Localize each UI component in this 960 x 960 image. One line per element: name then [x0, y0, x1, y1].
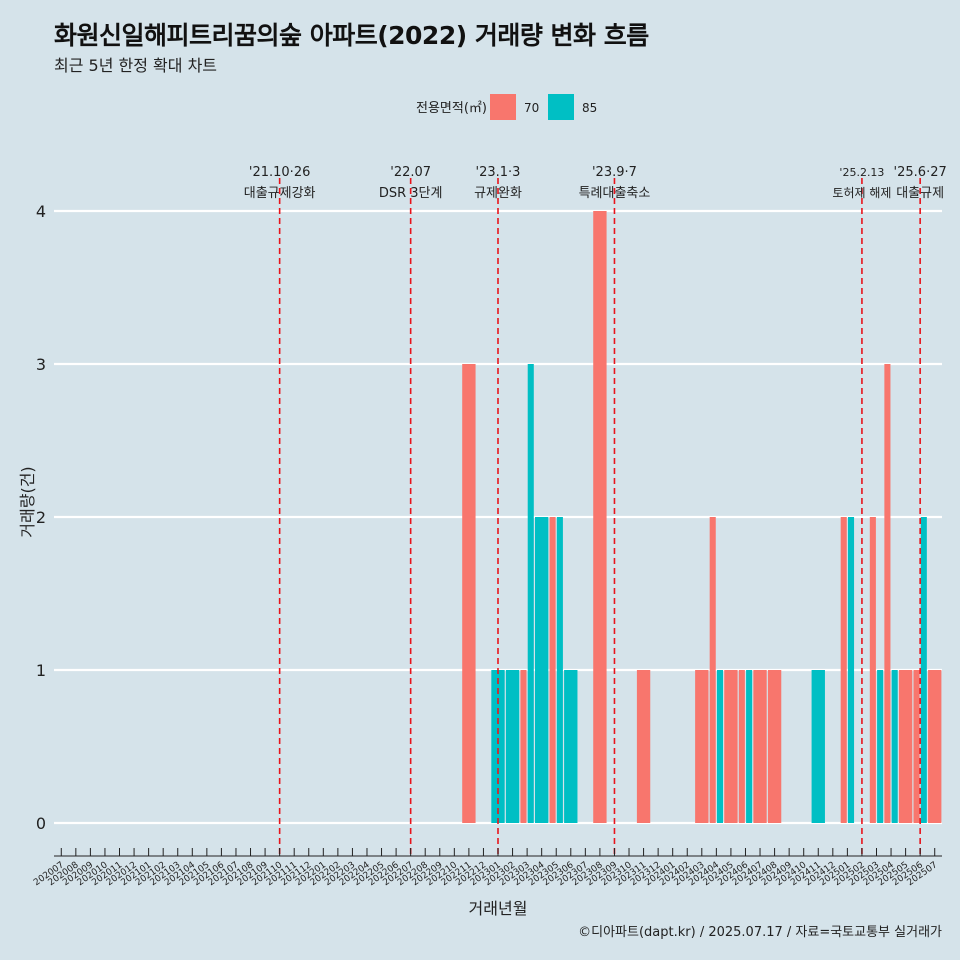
y-tick-label-0: 0 — [36, 814, 46, 833]
event-date-202309: '23.9·7 — [592, 165, 637, 180]
y-tick-label-3: 3 — [36, 355, 46, 374]
event-label-202110: 대출규제강화 — [244, 186, 316, 201]
bar-202406-70 — [738, 670, 745, 823]
bar-202303-85 — [527, 364, 534, 823]
bar-202506-70 — [913, 670, 920, 823]
bar-202305-85 — [556, 517, 563, 823]
event-label-202207: DSR 3단계 — [379, 186, 443, 201]
bar-202308-70 — [593, 211, 607, 823]
legend-swatch-85 — [548, 94, 574, 120]
bar-202504-70 — [884, 364, 891, 823]
bar-202504-85 — [891, 670, 898, 823]
legend-swatch-70 — [490, 94, 516, 120]
event-label-202309: 특례대출축소 — [579, 186, 651, 201]
y-tick-label-1: 1 — [36, 661, 46, 680]
legend: 전용면적(㎡) 70 85 — [416, 94, 597, 120]
bar-202301-85 — [491, 670, 505, 823]
legend-title: 전용면적(㎡) — [416, 101, 487, 116]
event-date-202110: '21.10·26 — [249, 165, 310, 180]
y-tick-label-2: 2 — [36, 508, 46, 527]
event-date-202506: '25.6·27 — [894, 165, 947, 180]
bars — [462, 211, 942, 823]
bar-202404-70 — [709, 517, 716, 823]
legend-label-70: 70 — [524, 101, 539, 115]
y-axis: 0 1 2 3 4 — [36, 202, 46, 833]
event-lines: '21.10·26 대출규제강화 '22.07 DSR 3단계 '23.1·3 규제완화 '… — [244, 165, 947, 856]
bar-202503-85 — [877, 670, 884, 823]
bar-202506-85 — [920, 517, 927, 823]
chart-title: 화원신일해피트리꿈의숲 아파트(2022) 거래량 변화 흐름 — [54, 21, 649, 50]
x-axis: 2020072020082020092020102020112020122021… — [32, 848, 942, 888]
bar-202406-85 — [746, 670, 753, 823]
bar-202302-85 — [505, 670, 520, 823]
chart-subtitle: 최근 5년 한정 확대 차트 — [54, 56, 218, 75]
bar-202311-70 — [636, 670, 651, 823]
bar-202407-70 — [753, 670, 767, 823]
y-tick-label-4: 4 — [36, 202, 46, 221]
bar-202503-70 — [869, 517, 876, 823]
bar-202305-70 — [549, 517, 556, 823]
bar-202507-70 — [928, 670, 942, 823]
bar-202405-70 — [724, 670, 738, 823]
event-date-202502: '25.2.13 — [839, 166, 884, 179]
legend-label-85: 85 — [582, 101, 597, 115]
event-label-202502: 토허제 해제 — [832, 186, 891, 200]
event-label-202301: 규제완화 — [474, 186, 522, 201]
bar-202411-85 — [811, 670, 825, 823]
bar-202501-85 — [847, 517, 855, 823]
bar-202404-85 — [716, 670, 724, 823]
y-axis-title: 거래량(건) — [18, 466, 37, 537]
bar-202403-70 — [695, 670, 709, 823]
bar-202408-70 — [767, 670, 782, 823]
bar-202211-70 — [462, 364, 476, 823]
event-date-202301: '23.1·3 — [476, 165, 521, 180]
bar-202306-85 — [564, 670, 578, 823]
event-label-202506: 대출규제 — [896, 186, 944, 201]
event-date-202207: '22.07 — [390, 165, 431, 180]
bar-202304-85 — [534, 517, 549, 823]
bar-202303-70 — [520, 670, 527, 823]
source-caption: ©디아파트(dapt.kr) / 2025.07.17 / 자료=국토교통부 실… — [578, 925, 942, 940]
bar-202501-70 — [840, 517, 847, 823]
x-axis-title: 거래년월 — [469, 899, 528, 918]
bar-202505-70 — [898, 670, 913, 823]
